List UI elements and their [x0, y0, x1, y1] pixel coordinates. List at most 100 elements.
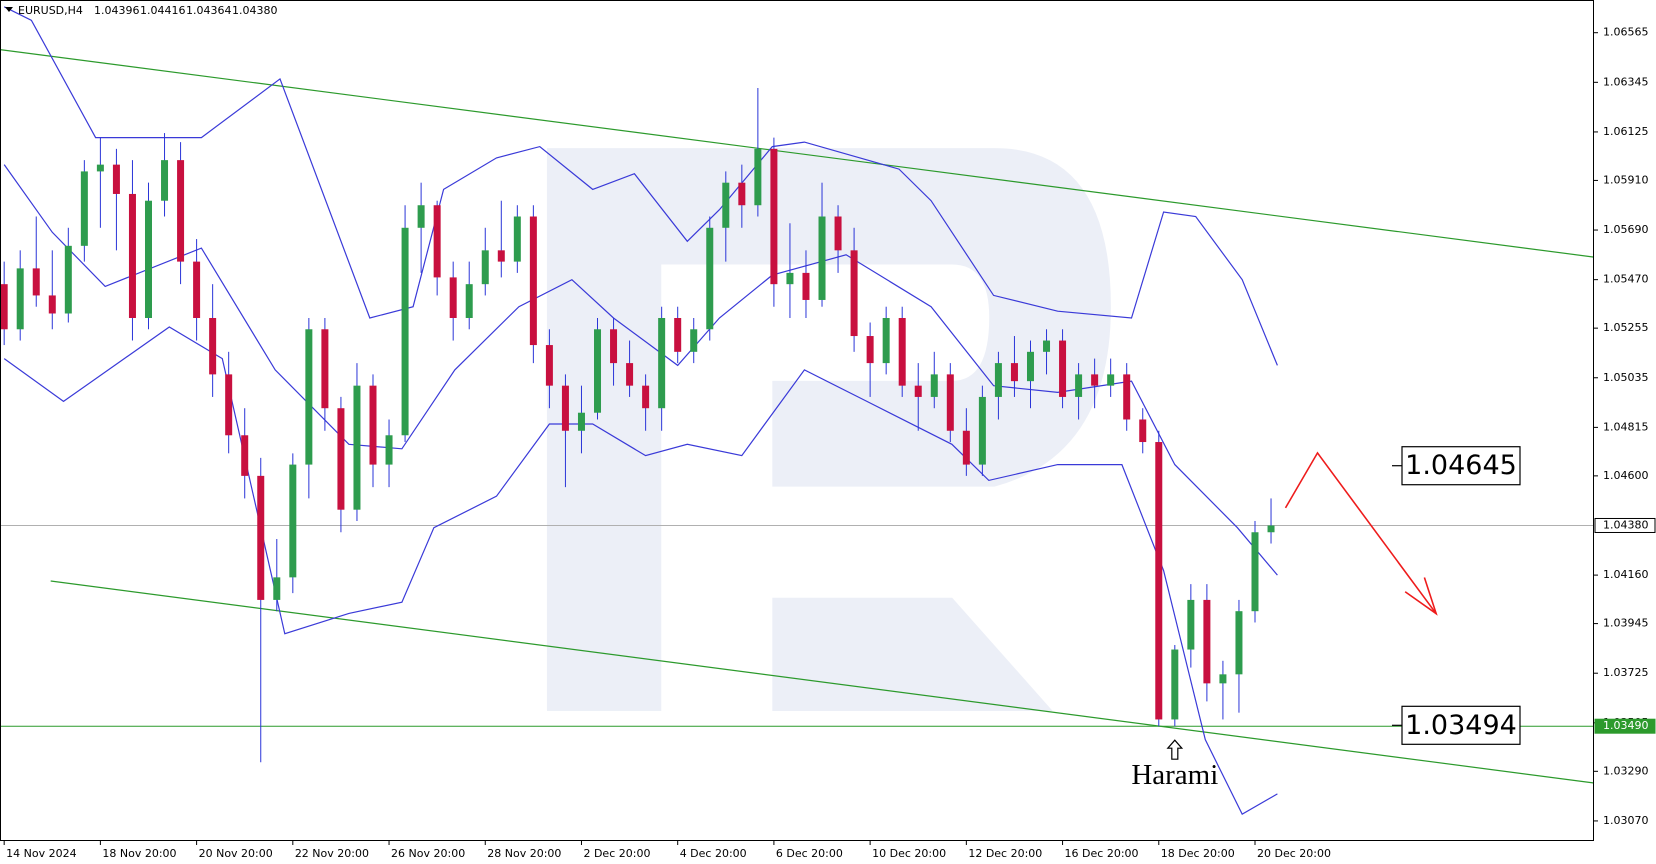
candle-body	[834, 216, 842, 251]
candle-body	[1010, 363, 1018, 382]
channel-line	[50, 580, 1595, 784]
candle-body	[930, 374, 938, 397]
forecast-arrowhead	[1404, 577, 1438, 616]
price-badge	[1594, 517, 1656, 533]
candle-body	[1043, 340, 1051, 352]
x-tick-label: 16 Dec 20:00	[1065, 847, 1139, 860]
candle-body	[161, 160, 169, 201]
quote-high: 1.04416	[140, 4, 186, 17]
candle-body	[962, 430, 970, 465]
candle-body	[898, 317, 906, 386]
candle-body	[610, 329, 618, 364]
candle-body	[385, 435, 393, 465]
annotation-arrow	[1166, 739, 1184, 760]
candle-body	[305, 329, 313, 465]
candle-body	[802, 272, 810, 300]
candle-body	[48, 295, 56, 314]
y-tick-label: 1.04600	[1603, 469, 1649, 482]
level-box	[1401, 446, 1521, 486]
candle-body	[16, 268, 24, 330]
candle-body	[1171, 649, 1179, 720]
x-tick-label: 6 Dec 20:00	[776, 847, 843, 860]
y-tick-label: 1.06345	[1603, 75, 1649, 88]
candle-body	[401, 227, 409, 436]
candle-body	[513, 216, 521, 262]
candle-body	[1187, 599, 1195, 650]
candle-body	[1155, 442, 1163, 720]
y-tick-label: 1.04160	[1603, 568, 1649, 581]
candle-body	[1203, 599, 1211, 684]
candle-body	[209, 317, 217, 375]
level-label: 1.04645	[1405, 450, 1517, 481]
candle-body	[1123, 374, 1131, 420]
price-badge	[1594, 718, 1656, 734]
y-tick-label: 1.05470	[1603, 273, 1649, 286]
plot-frame	[0, 0, 1594, 841]
candle-body	[1059, 340, 1067, 397]
candle-body	[978, 396, 986, 465]
y-tick-label: 1.03290	[1603, 764, 1649, 777]
candle-body	[449, 277, 457, 318]
symbol: EURUSD,H4	[18, 4, 83, 17]
x-tick-label: 18 Dec 20:00	[1161, 847, 1235, 860]
quote-open: 1.04396	[94, 4, 140, 17]
candle-body	[1267, 525, 1275, 533]
x-tick-label: 22 Nov 20:00	[295, 847, 369, 860]
y-tick-label: 1.03945	[1603, 617, 1649, 630]
quote-low: 1.04364	[186, 4, 232, 17]
candle-body	[417, 205, 425, 228]
y-tick-label: 1.06565	[1603, 26, 1649, 39]
candle-body	[850, 250, 858, 337]
candle-body	[1219, 674, 1227, 684]
candle-body	[1251, 532, 1259, 612]
candle-body	[786, 272, 794, 285]
candle-body	[193, 261, 201, 318]
candle-body	[64, 245, 72, 314]
x-tick-label: 18 Nov 20:00	[102, 847, 176, 860]
candle-body	[337, 408, 345, 510]
candle-body	[0, 284, 8, 330]
candle-body	[738, 182, 746, 206]
y-tick-label: 1.03070	[1603, 814, 1649, 827]
candle-body	[112, 164, 120, 194]
candle-body	[722, 182, 730, 228]
y-tick-label: 1.06125	[1603, 125, 1649, 138]
candle-body	[545, 345, 553, 386]
candle-body	[994, 363, 1002, 397]
candle-body	[433, 205, 441, 278]
candle-body	[465, 284, 473, 318]
candle-body	[80, 171, 88, 246]
candle-body	[674, 317, 682, 352]
x-tick-label: 26 Nov 20:00	[391, 847, 465, 860]
x-tick-label: 14 Nov 2024	[6, 847, 76, 860]
candle-body	[96, 164, 104, 172]
candle-body	[1026, 351, 1034, 382]
candle-body	[594, 329, 602, 413]
quote-close: 1.04380	[232, 4, 278, 17]
plot	[0, 6, 1595, 816]
y-tick-label: 1.05035	[1603, 371, 1649, 384]
candle-body	[481, 250, 489, 285]
y-tick-label: 1.05690	[1603, 223, 1649, 236]
x-tick-label: 20 Nov 20:00	[199, 847, 273, 860]
candle-body	[690, 329, 698, 352]
candle-body	[1139, 419, 1147, 443]
candle-body	[289, 464, 297, 578]
candle-body	[1091, 374, 1099, 386]
candle-body	[882, 317, 890, 364]
candle-body	[561, 385, 569, 431]
candle-body	[866, 336, 874, 364]
candle-body	[626, 363, 634, 386]
bollinger-band	[3, 6, 1278, 366]
candle-body	[177, 160, 185, 262]
candle-body	[770, 148, 778, 285]
level-label: 1.03494	[1405, 710, 1517, 741]
x-tick-label: 2 Dec 20:00	[583, 847, 650, 860]
price-badge-label: 1.03490	[1603, 719, 1649, 732]
candle-body	[658, 317, 666, 409]
candle-body	[241, 435, 249, 476]
price-badge-label: 1.04380	[1603, 518, 1649, 531]
x-tick-label: 4 Dec 20:00	[680, 847, 747, 860]
